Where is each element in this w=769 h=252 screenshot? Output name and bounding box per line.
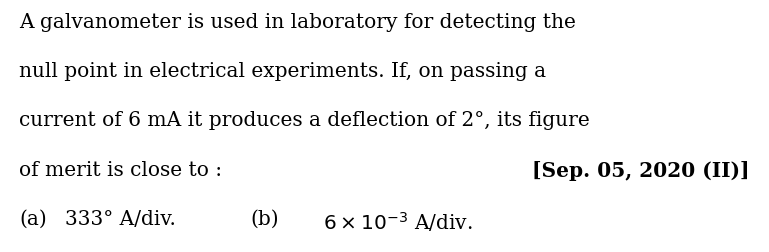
Text: null point in electrical experiments. If, on passing a: null point in electrical experiments. If… bbox=[19, 62, 546, 81]
Text: 333° A/div.: 333° A/div. bbox=[65, 209, 176, 228]
Text: $6 \times 10^{-3}$ A/div.: $6 \times 10^{-3}$ A/div. bbox=[323, 209, 472, 233]
Text: (a): (a) bbox=[19, 209, 47, 228]
Text: (b): (b) bbox=[250, 209, 278, 228]
Text: current of 6 mA it produces a deflection of 2°, its figure: current of 6 mA it produces a deflection… bbox=[19, 111, 590, 130]
Text: A galvanometer is used in laboratory for detecting the: A galvanometer is used in laboratory for… bbox=[19, 13, 576, 32]
Text: [Sep. 05, 2020 (II)]: [Sep. 05, 2020 (II)] bbox=[532, 160, 750, 180]
Text: of merit is close to :: of merit is close to : bbox=[19, 160, 222, 179]
